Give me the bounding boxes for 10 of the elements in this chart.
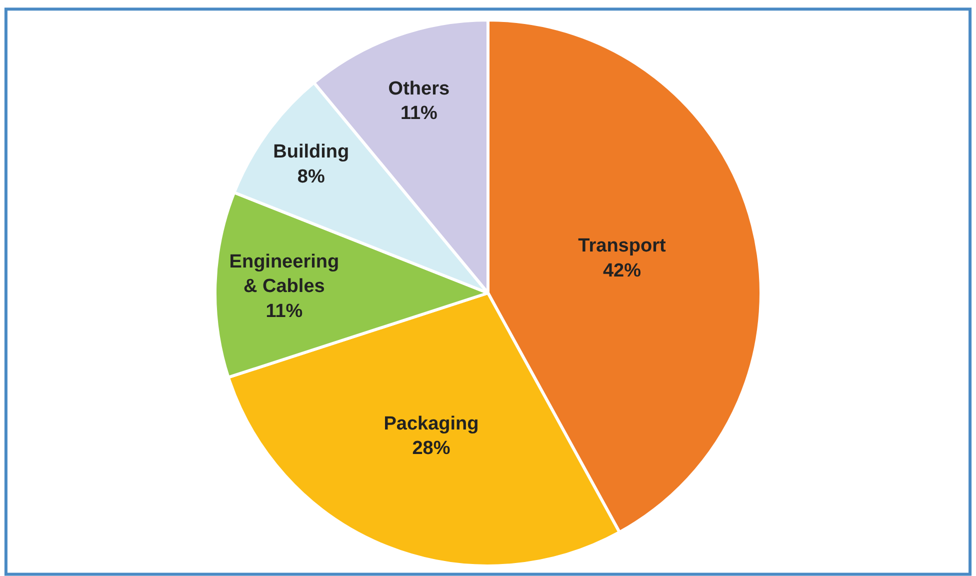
slice-label: Building — [273, 142, 350, 163]
slice-label: Packaging — [384, 414, 479, 435]
data-label: 8% — [297, 166, 325, 188]
data-label: 42% — [602, 260, 642, 282]
data-label: 28% — [412, 438, 450, 460]
slice-label: Engineering & Cables — [229, 251, 340, 298]
slice-label: Others — [388, 78, 450, 100]
data-label: 11% — [400, 102, 438, 124]
data-label: 11% — [266, 300, 303, 322]
slice-label: Transport — [578, 236, 666, 257]
